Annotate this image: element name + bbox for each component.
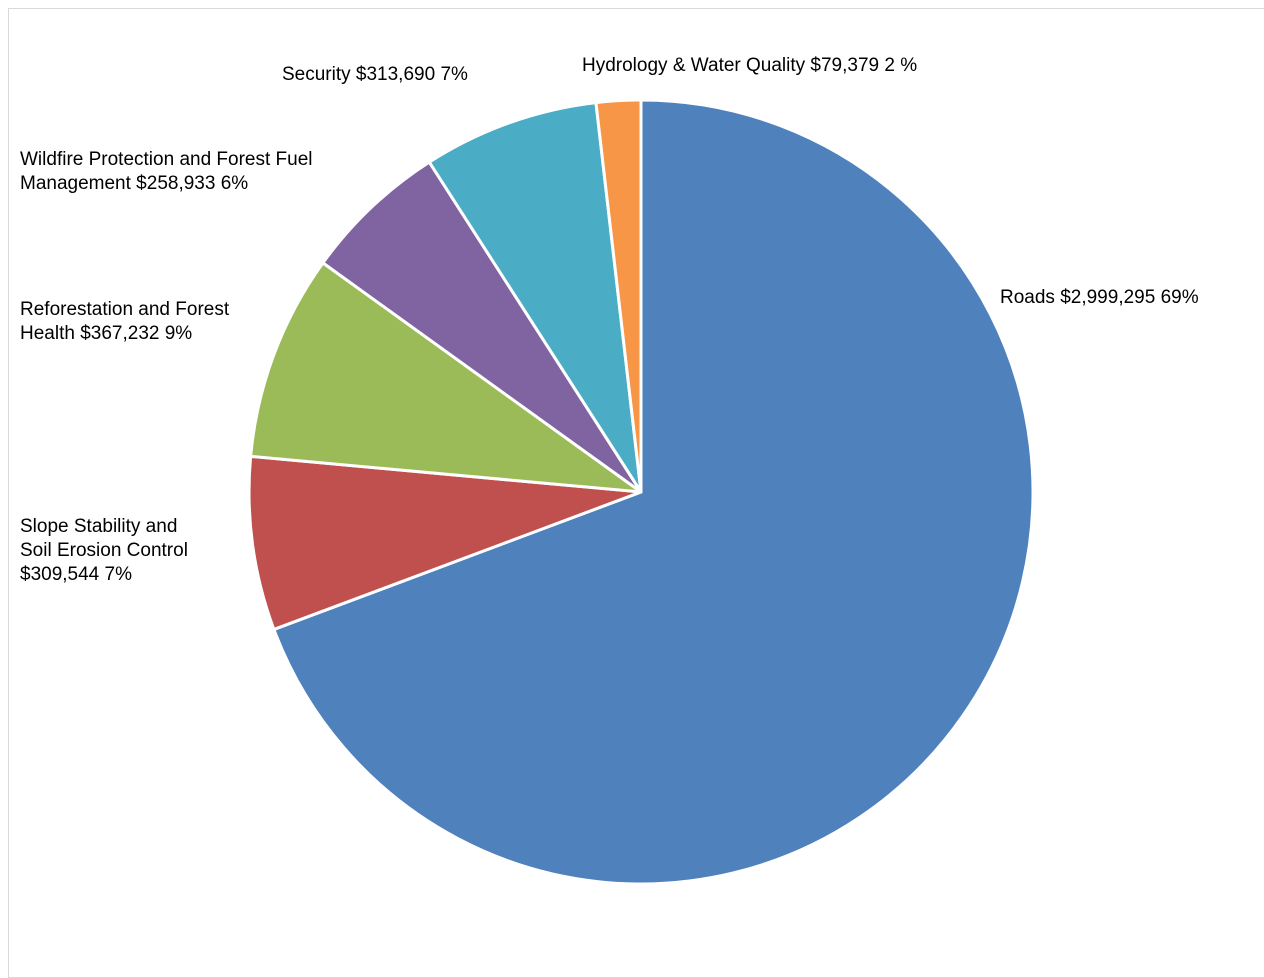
slice-label-slope-stability: Slope Stability and Soil Erosion Control… <box>20 516 188 585</box>
pie-slice-slope <box>247 454 643 631</box>
pie-slice-reforestation <box>249 261 643 494</box>
pie-slice-security <box>427 101 643 494</box>
slice-label-hydrology: Hydrology & Water Quality $79,379 2 % <box>582 55 918 76</box>
slice-label-security: Security $313,690 7% <box>282 64 468 85</box>
pie-slice-roads <box>272 98 1035 886</box>
pie-slice-wildfire <box>321 160 643 494</box>
slice-label-wildfire: Wildfire Protection and Forest Fuel Mana… <box>20 149 313 194</box>
slice-label-reforestation: Reforestation and Forest Health $367,232… <box>20 299 230 344</box>
pie-slice-hydrology <box>594 98 643 494</box>
slice-label-roads: Roads $2,999,295 69% <box>1000 287 1199 308</box>
